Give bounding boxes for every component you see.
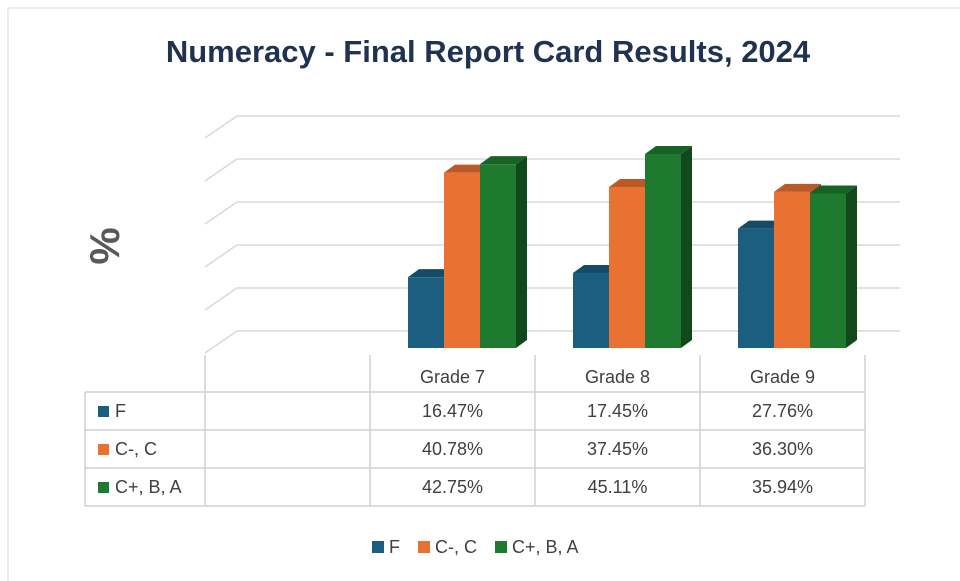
- y-axis-label: %: [81, 227, 128, 264]
- bar: [480, 164, 516, 348]
- table-value: 37.45%: [587, 439, 648, 459]
- bar-top: [609, 178, 656, 187]
- x-tick-label: Grade 9: [750, 367, 815, 387]
- x-tick-label: Grade 7: [420, 367, 485, 387]
- table-row-label: F: [115, 401, 126, 421]
- legend-key: [495, 541, 507, 553]
- bar: [408, 277, 444, 348]
- bar: [810, 193, 846, 348]
- bar-top: [738, 220, 785, 229]
- bar-top: [810, 185, 857, 194]
- bar-top: [408, 269, 455, 278]
- table-value: 16.47%: [422, 401, 483, 421]
- legend-key: [372, 541, 384, 553]
- table-legend-key: [98, 406, 109, 417]
- bar: [444, 172, 480, 348]
- legend-label: C+, B, A: [512, 537, 579, 557]
- bar-top: [444, 164, 491, 173]
- bar-side: [846, 185, 857, 348]
- bar: [774, 191, 810, 348]
- table-row-label: C+, B, A: [115, 477, 182, 497]
- bar-side: [681, 146, 692, 348]
- table-value: 42.75%: [422, 477, 483, 497]
- bar-top: [480, 156, 527, 165]
- table-legend-key: [98, 444, 109, 455]
- bar: [609, 186, 645, 348]
- table-value: 35.94%: [752, 477, 813, 497]
- bar-side: [516, 156, 527, 348]
- legend-key: [418, 541, 430, 553]
- bar: [738, 228, 774, 348]
- table-value: 17.45%: [587, 401, 648, 421]
- bar: [645, 154, 681, 348]
- table-value: 45.11%: [588, 477, 648, 497]
- table-value: 40.78%: [422, 439, 483, 459]
- table-row-label: C-, C: [115, 439, 157, 459]
- bar: [573, 272, 609, 348]
- legend-label: F: [389, 537, 400, 557]
- x-tick-label: Grade 8: [585, 367, 650, 387]
- table-value: 36.30%: [752, 439, 813, 459]
- bar-top: [573, 264, 620, 273]
- legend-label: C-, C: [435, 537, 477, 557]
- grid-line: [204, 115, 900, 139]
- table-value: 27.76%: [752, 401, 813, 421]
- chart-title: Numeracy - Final Report Card Results, 20…: [166, 34, 811, 69]
- bar-top: [774, 183, 821, 192]
- bar-top: [645, 146, 692, 155]
- table-legend-key: [98, 482, 109, 493]
